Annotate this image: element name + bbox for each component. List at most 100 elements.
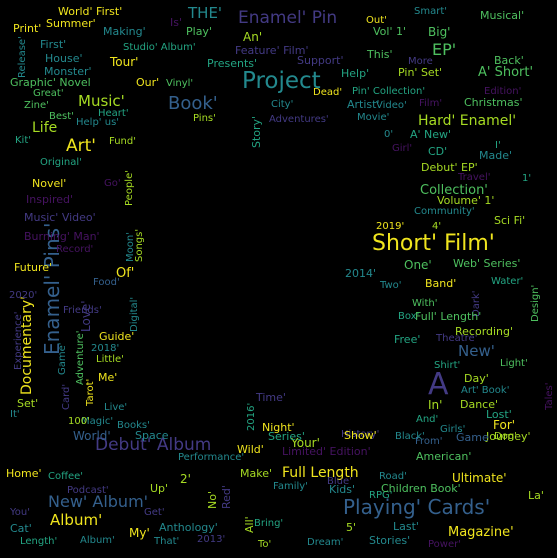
- word: New': [458, 342, 495, 360]
- word: La': [528, 489, 544, 502]
- word: Home': [6, 467, 42, 480]
- word: Magic': [81, 416, 114, 427]
- word: Friends': [63, 305, 102, 316]
- word: Sci Fi': [494, 214, 526, 227]
- word: Story': [250, 115, 263, 148]
- word: Debut' EP': [421, 161, 478, 174]
- word: A: [428, 367, 449, 402]
- word: Get': [144, 507, 165, 518]
- word: Album': [50, 511, 103, 529]
- word: Series': [268, 430, 305, 443]
- word: 2014': [345, 267, 377, 280]
- word: Original': [40, 157, 82, 168]
- word: Book': [168, 93, 218, 114]
- word: Show': [344, 429, 377, 442]
- word: Record': [56, 244, 94, 255]
- word: Limited' Edition': [282, 445, 371, 458]
- word: No': [206, 491, 219, 509]
- word: Life: [32, 120, 58, 136]
- word: Free': [394, 333, 421, 346]
- word: Graphic' Novel: [10, 76, 91, 89]
- word: More: [408, 56, 433, 67]
- word: A' Short': [478, 65, 534, 80]
- word: Movie': [357, 112, 390, 123]
- word: Up': [150, 482, 169, 495]
- word: Edition': [484, 86, 522, 97]
- word: Great': [33, 88, 64, 99]
- word: Play': [186, 25, 212, 38]
- word: Hard' Enamel': [418, 113, 517, 129]
- word: Lost': [486, 408, 512, 421]
- word: From': [415, 436, 443, 447]
- word: Feature' Film': [235, 44, 309, 57]
- word: Heart': [98, 108, 129, 119]
- word: Shirt': [434, 360, 461, 371]
- word: Set': [17, 397, 39, 410]
- word: Debut' Album: [95, 435, 212, 455]
- word: Card': [61, 383, 72, 410]
- word: Performance': [178, 452, 245, 463]
- word: Help' us': [76, 117, 120, 128]
- word: Back': [494, 54, 524, 67]
- word: Release': [17, 36, 28, 78]
- word: Recording': [455, 325, 514, 338]
- word: Dance': [460, 398, 499, 411]
- word: Little': [96, 354, 124, 365]
- word: Of': [116, 266, 135, 281]
- word: Presents': [207, 57, 258, 70]
- word: My': [129, 526, 150, 540]
- word: CD': [428, 145, 448, 158]
- word: Dead': [313, 87, 343, 98]
- word: Smart': [414, 6, 447, 17]
- word: Game: [456, 431, 489, 444]
- word: Adventures': [269, 114, 329, 125]
- word: First': [40, 38, 67, 51]
- word: Band': [425, 277, 457, 290]
- word: World' First': [58, 5, 123, 18]
- word: Future': [14, 261, 53, 274]
- word: It': [10, 409, 20, 420]
- word: Podcast': [67, 485, 109, 496]
- word: Tour': [110, 55, 139, 69]
- word: 4': [432, 221, 442, 232]
- word: Game': [57, 342, 68, 375]
- word: Your': [291, 436, 320, 450]
- word: Making': [103, 25, 146, 38]
- word: New' Album': [48, 492, 149, 511]
- word: Film': [419, 98, 443, 109]
- word: Dog': [494, 431, 517, 442]
- word: Fund': [109, 136, 136, 147]
- word: Wild': [237, 443, 264, 456]
- word: Coffee': [48, 471, 84, 482]
- word: Last': [393, 520, 419, 533]
- word: Guide': [99, 330, 135, 343]
- word: An': [243, 30, 263, 44]
- word: Magazine': [448, 525, 514, 540]
- word: One': [404, 258, 432, 272]
- word: Kit': [15, 135, 32, 146]
- word: Print': [13, 22, 42, 35]
- word: 2018': [91, 343, 120, 354]
- word: Red': [220, 485, 233, 509]
- word: You': [10, 507, 30, 518]
- word: World': [73, 429, 111, 443]
- word: Tarot': [85, 378, 96, 406]
- word: Night': [262, 421, 295, 434]
- word: Community': [414, 206, 475, 217]
- word: Journey': [486, 430, 531, 443]
- word: That': [154, 536, 180, 547]
- word: Pin' Set': [398, 66, 443, 79]
- word: THE': [188, 4, 223, 22]
- word: Art' Book': [461, 385, 510, 396]
- word: Musical': [480, 9, 525, 22]
- word: Time': [256, 391, 286, 404]
- word: Light': [500, 358, 528, 369]
- word: Vol' 1': [373, 25, 406, 38]
- word: City': [271, 99, 294, 110]
- word: Big': [428, 25, 451, 39]
- word: Kids': [329, 483, 356, 496]
- word: 2016': [246, 402, 257, 431]
- word: American': [416, 450, 472, 463]
- word: Experience': [13, 311, 24, 370]
